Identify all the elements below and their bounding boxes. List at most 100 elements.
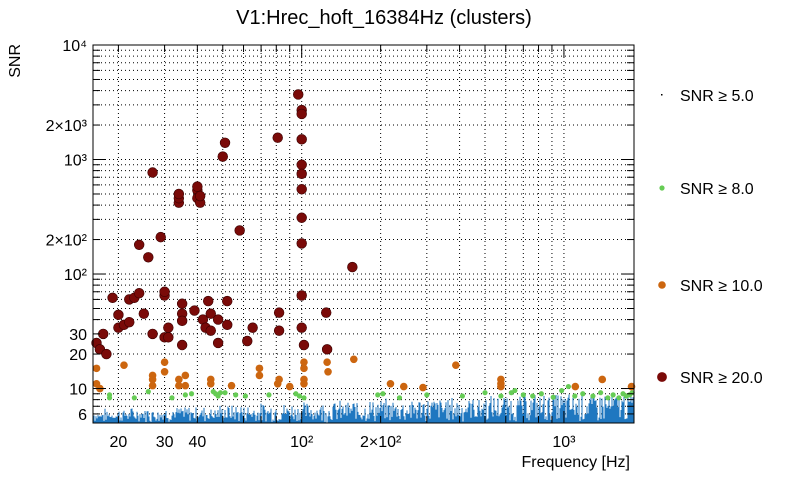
data-point [242, 335, 253, 347]
data-point [571, 382, 580, 391]
data-point [273, 307, 285, 318]
data-point [375, 392, 381, 398]
data-point [572, 393, 578, 399]
data-point [296, 108, 307, 120]
data-point [107, 292, 118, 303]
data-point [205, 325, 216, 336]
legend-marker [657, 372, 667, 382]
data-point [227, 381, 236, 390]
data-point [173, 188, 185, 200]
data-point [159, 286, 170, 297]
data-point [181, 371, 190, 380]
y-axis-label: SNR [7, 44, 24, 78]
data-point [296, 290, 307, 301]
data-point [124, 316, 135, 328]
x-tick-label: 10² [290, 434, 314, 451]
legend-marker [661, 94, 663, 96]
grid-lines [93, 44, 634, 424]
data-point [296, 184, 307, 195]
data-point [266, 392, 272, 398]
data-point [189, 305, 200, 316]
data-point [321, 344, 333, 355]
data-point [163, 332, 174, 343]
data-point [550, 394, 556, 400]
data-point [301, 395, 307, 401]
data-point [255, 364, 264, 373]
data-point [145, 389, 151, 395]
data-point [222, 390, 228, 396]
data-point [160, 358, 169, 366]
data-point [148, 381, 157, 390]
y-axis-tick-labels: 6 10 20 30 10² 2×10² 10³ 2×10³ 10⁴ [46, 38, 88, 424]
data-point [272, 132, 283, 143]
x-tick-label: 10³ [552, 434, 576, 451]
data-point [219, 137, 231, 148]
data-point [176, 315, 188, 327]
y-tick-label: 6 [78, 407, 87, 424]
data-point [92, 364, 101, 373]
data-point [148, 375, 157, 384]
data-point [163, 322, 174, 333]
data-point [380, 391, 386, 397]
data-point [512, 387, 518, 394]
data-point [419, 383, 427, 392]
x-tick-label: 2×10² [360, 434, 402, 451]
x-tick-label: 40 [188, 434, 206, 451]
low-snr-strip [93, 393, 634, 423]
y-tick-label: 10 [69, 382, 87, 399]
data-point [113, 309, 124, 321]
data-point [296, 393, 303, 399]
y-tick-label: 10⁴ [62, 38, 87, 55]
y-tick-label: 30 [69, 327, 87, 344]
data-point [293, 89, 304, 100]
data-point [234, 225, 245, 236]
data-point [169, 395, 175, 401]
series-1 [106, 383, 635, 401]
data-point [175, 381, 183, 390]
data-point [212, 337, 224, 349]
data-point [482, 390, 488, 396]
data-point [296, 159, 307, 170]
legend-label: SNR ≥ 5.0 [680, 88, 754, 105]
data-point [120, 361, 128, 369]
data-point [194, 190, 206, 202]
data-point [205, 308, 216, 319]
y-tick-label: 20 [69, 347, 87, 364]
data-point [275, 375, 283, 384]
data-point [176, 298, 188, 309]
data-point [138, 308, 150, 319]
data-point [192, 181, 203, 192]
data-point [598, 390, 604, 396]
data-point [133, 287, 145, 299]
data-point [590, 393, 596, 399]
data-point [296, 238, 307, 249]
data-point [300, 364, 308, 373]
chart-title: V1:Hrec_hoft_16384Hz (clusters) [236, 7, 532, 29]
data-point [399, 382, 408, 391]
data-point [396, 395, 403, 401]
data-point [247, 322, 258, 333]
data-point [217, 390, 224, 396]
data-point [188, 391, 195, 397]
y-tick-label: 10² [64, 267, 88, 284]
data-point [324, 367, 332, 376]
legend-label: SNR ≥ 20.0 [680, 370, 763, 387]
data-point [147, 328, 158, 340]
data-point [616, 395, 622, 401]
data-point [350, 355, 358, 364]
data-point [296, 134, 307, 145]
data-point [143, 252, 154, 263]
data-point [255, 371, 264, 380]
legend-label: SNR ≥ 8.0 [680, 181, 754, 198]
data-point [559, 387, 565, 394]
data-point [298, 339, 310, 351]
data-points [91, 89, 636, 401]
data-point [106, 395, 113, 401]
plot-area-frame [92, 44, 635, 424]
x-tick-label: 30 [156, 434, 174, 451]
data-point [222, 319, 233, 331]
y-tick-label: 2×10² [46, 233, 88, 250]
data-point [497, 379, 505, 388]
